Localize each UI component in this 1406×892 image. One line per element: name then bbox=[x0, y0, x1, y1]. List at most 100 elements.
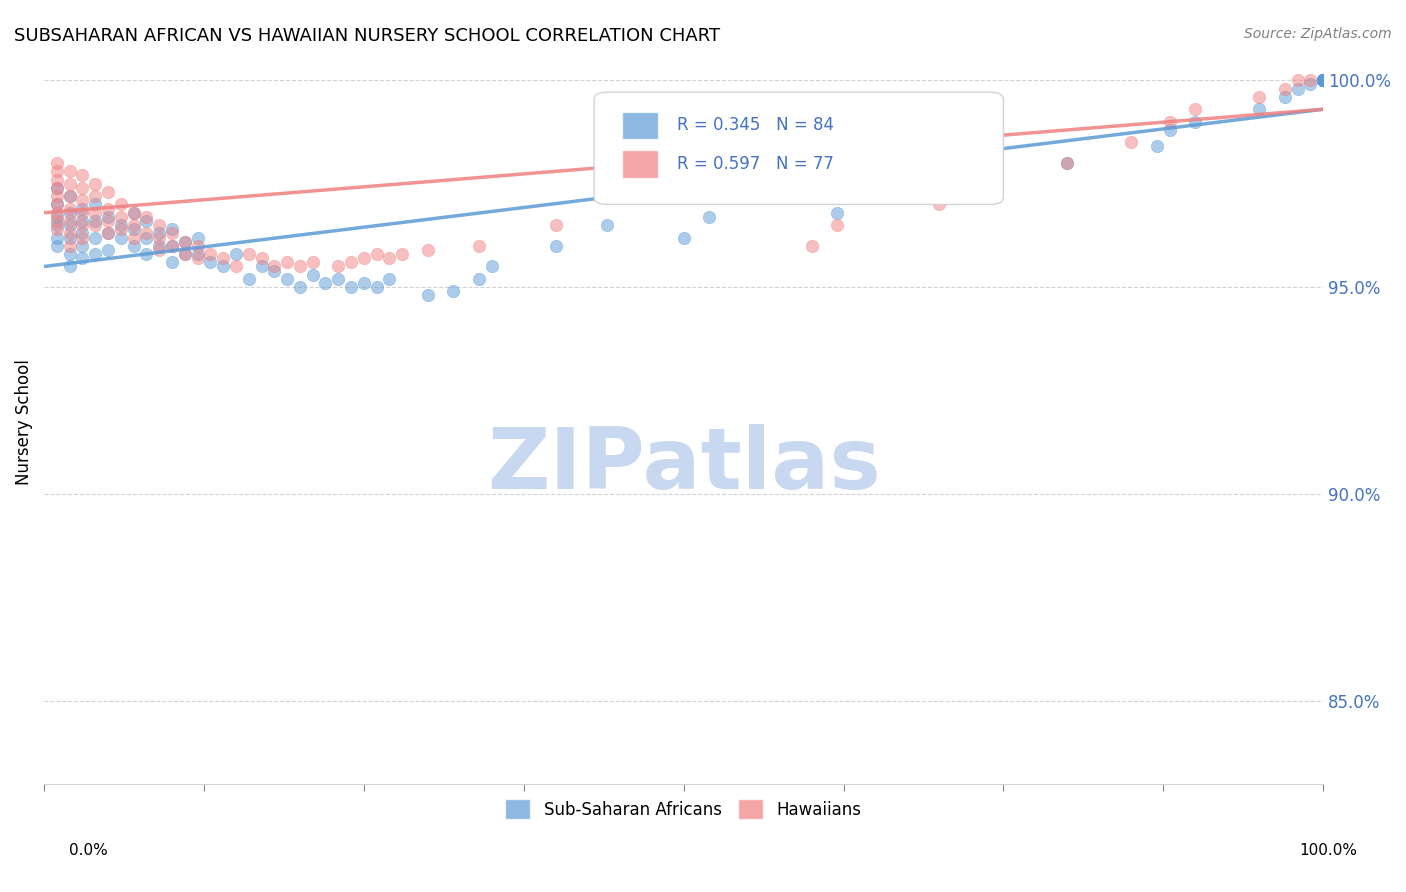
Point bbox=[1312, 73, 1334, 87]
Point bbox=[45, 181, 67, 195]
Point bbox=[1249, 90, 1271, 104]
FancyBboxPatch shape bbox=[623, 150, 658, 178]
Point bbox=[328, 260, 350, 274]
Point bbox=[173, 247, 195, 261]
Point bbox=[301, 255, 323, 269]
Point bbox=[544, 239, 567, 253]
Point bbox=[1056, 156, 1078, 170]
Point bbox=[160, 227, 183, 241]
Point bbox=[45, 181, 67, 195]
Text: ZIPatlas: ZIPatlas bbox=[486, 424, 880, 507]
Point bbox=[825, 218, 848, 232]
Point bbox=[187, 239, 209, 253]
Point bbox=[135, 247, 157, 261]
Point bbox=[97, 243, 120, 257]
Point bbox=[378, 251, 401, 265]
Legend: Sub-Saharan Africans, Hawaiians: Sub-Saharan Africans, Hawaiians bbox=[499, 792, 869, 826]
Point bbox=[212, 251, 235, 265]
Point bbox=[122, 205, 145, 219]
Point bbox=[72, 239, 94, 253]
Point bbox=[825, 205, 848, 219]
Point bbox=[173, 235, 195, 249]
Point bbox=[84, 214, 107, 228]
Point bbox=[276, 255, 298, 269]
Point bbox=[263, 263, 285, 277]
Point bbox=[135, 227, 157, 241]
Point bbox=[148, 230, 170, 244]
Point bbox=[84, 189, 107, 203]
Point bbox=[953, 177, 976, 191]
Point bbox=[97, 202, 120, 216]
Point bbox=[1312, 73, 1334, 87]
Point bbox=[45, 172, 67, 186]
Point bbox=[340, 255, 363, 269]
Point bbox=[1274, 90, 1296, 104]
Point bbox=[72, 202, 94, 216]
Point bbox=[160, 239, 183, 253]
Point bbox=[84, 197, 107, 211]
Point bbox=[212, 260, 235, 274]
Point bbox=[72, 181, 94, 195]
Point bbox=[72, 169, 94, 183]
Point bbox=[1159, 114, 1181, 128]
Point bbox=[1184, 114, 1206, 128]
Point bbox=[148, 243, 170, 257]
Point bbox=[59, 177, 82, 191]
Point bbox=[45, 156, 67, 170]
Point bbox=[59, 218, 82, 232]
Point bbox=[1312, 73, 1334, 87]
Y-axis label: Nursery School: Nursery School bbox=[15, 359, 32, 484]
Point bbox=[84, 247, 107, 261]
Point bbox=[122, 222, 145, 236]
Point bbox=[45, 214, 67, 228]
Point bbox=[544, 218, 567, 232]
Point bbox=[672, 230, 695, 244]
Point bbox=[288, 260, 311, 274]
Point bbox=[1184, 102, 1206, 116]
Point bbox=[59, 239, 82, 253]
Point bbox=[84, 177, 107, 191]
Point bbox=[1299, 78, 1322, 92]
Point bbox=[72, 218, 94, 232]
Point bbox=[122, 205, 145, 219]
Point bbox=[288, 280, 311, 294]
Point bbox=[45, 164, 67, 178]
Point bbox=[72, 205, 94, 219]
Point bbox=[200, 255, 222, 269]
Point bbox=[953, 164, 976, 178]
Point bbox=[187, 247, 209, 261]
Point bbox=[366, 280, 388, 294]
Point bbox=[45, 197, 67, 211]
Point bbox=[160, 255, 183, 269]
Point bbox=[1312, 73, 1334, 87]
Point bbox=[391, 247, 413, 261]
Point bbox=[238, 247, 260, 261]
Point bbox=[353, 251, 375, 265]
Point bbox=[200, 247, 222, 261]
Point bbox=[59, 189, 82, 203]
Point bbox=[366, 247, 388, 261]
Point bbox=[84, 205, 107, 219]
Point bbox=[72, 214, 94, 228]
Point bbox=[1312, 73, 1334, 87]
Point bbox=[148, 227, 170, 241]
Point bbox=[1121, 136, 1143, 150]
Point bbox=[59, 205, 82, 219]
Point bbox=[59, 189, 82, 203]
Point bbox=[315, 276, 337, 290]
Point bbox=[928, 177, 950, 191]
Point bbox=[45, 210, 67, 224]
Point bbox=[1312, 73, 1334, 87]
Point bbox=[353, 276, 375, 290]
Point bbox=[225, 260, 247, 274]
Point bbox=[97, 227, 120, 241]
Point bbox=[122, 218, 145, 232]
Point bbox=[122, 230, 145, 244]
Point bbox=[59, 214, 82, 228]
Point bbox=[225, 247, 247, 261]
Point bbox=[135, 214, 157, 228]
Point bbox=[187, 251, 209, 265]
Point bbox=[59, 227, 82, 241]
Point bbox=[1312, 73, 1334, 87]
Point bbox=[45, 230, 67, 244]
